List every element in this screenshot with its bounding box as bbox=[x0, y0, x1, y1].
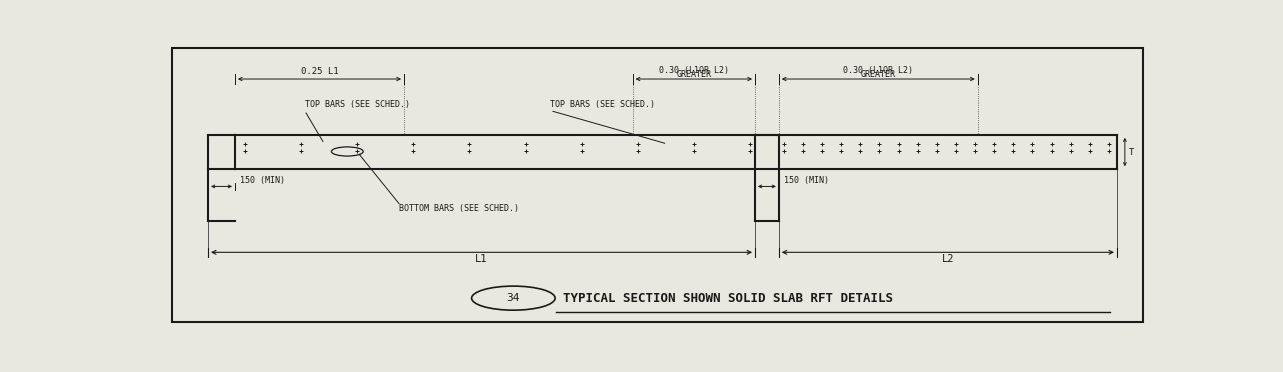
Text: TOP BARS (SEE SCHED.): TOP BARS (SEE SCHED.) bbox=[304, 100, 409, 109]
Text: 0.25 L1: 0.25 L1 bbox=[300, 67, 339, 76]
Text: L2: L2 bbox=[942, 254, 955, 264]
Text: TOP BARS (SEE SCHED.): TOP BARS (SEE SCHED.) bbox=[550, 100, 656, 109]
Text: 150 (MIN): 150 (MIN) bbox=[240, 176, 285, 185]
Text: T: T bbox=[1129, 148, 1134, 157]
Text: BOTTOM BARS (SEE SCHED.): BOTTOM BARS (SEE SCHED.) bbox=[399, 205, 520, 214]
Text: L1: L1 bbox=[475, 254, 488, 264]
Text: GREATER: GREATER bbox=[861, 70, 896, 79]
Text: TYPICAL SECTION SHOWN SOLID SLAB RFT DETAILS: TYPICAL SECTION SHOWN SOLID SLAB RFT DET… bbox=[563, 292, 893, 305]
Text: 150 (MIN): 150 (MIN) bbox=[784, 176, 829, 185]
Text: 0.30 (L1OR L2): 0.30 (L1OR L2) bbox=[659, 66, 729, 75]
Text: GREATER: GREATER bbox=[676, 70, 711, 79]
Text: 34: 34 bbox=[507, 293, 520, 303]
Text: 0.30 (L1OR L2): 0.30 (L1OR L2) bbox=[843, 66, 913, 75]
